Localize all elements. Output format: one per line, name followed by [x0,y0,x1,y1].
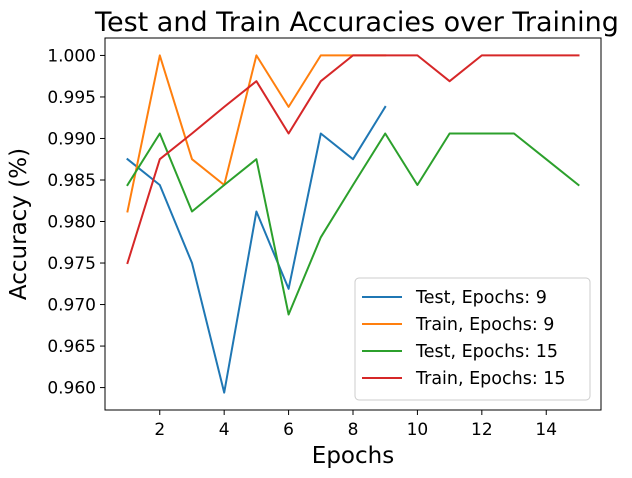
x-tick-label: 10 [407,420,429,440]
series-line-4 [126,54,580,265]
series-line-2 [126,54,387,213]
series-line-3 [126,132,580,316]
chart-title: Test and Train Accuracies over Training [94,7,619,38]
x-tick-label: 4 [219,420,230,440]
legend-label-1: Test, Epochs: 9 [415,288,547,308]
y-tick-label: 0.990 [47,129,96,149]
legend-label-3: Test, Epochs: 15 [415,342,558,362]
plot-lines [126,54,580,394]
y-tick-label: 0.980 [47,213,96,233]
y-tick-label: 1.000 [47,46,96,66]
y-tick-label: 0.965 [47,337,96,357]
y-axis-label: Accuracy (%) [6,148,32,300]
y-tick-label: 0.960 [47,379,96,399]
x-tick-label: 14 [535,420,557,440]
y-tick-label: 0.995 [47,88,96,108]
x-tick-label: 8 [348,420,359,440]
legend-box [354,277,591,401]
y-axis-ticks: 0.960 0.965 0.970 0.975 0.980 0.985 0.990 0.995… [47,46,105,399]
x-tick-label: 12 [471,420,493,440]
x-axis-label: Epochs [312,443,394,469]
y-tick-label: 0.970 [47,296,96,316]
y-tick-label: 0.975 [47,254,96,274]
x-axis-ticks: 2 4 6 8 10 12 14 [154,410,557,440]
series-line-1 [126,105,387,394]
legend-label-2: Train, Epochs: 9 [415,315,554,335]
x-tick-label: 2 [154,420,165,440]
x-tick-label: 6 [283,420,294,440]
legend-label-4: Train, Epochs: 15 [415,369,566,389]
y-tick-label: 0.985 [47,171,96,191]
legend: Test, Epochs: 9 Train, Epochs: 9 Test, Epo… [354,277,591,401]
